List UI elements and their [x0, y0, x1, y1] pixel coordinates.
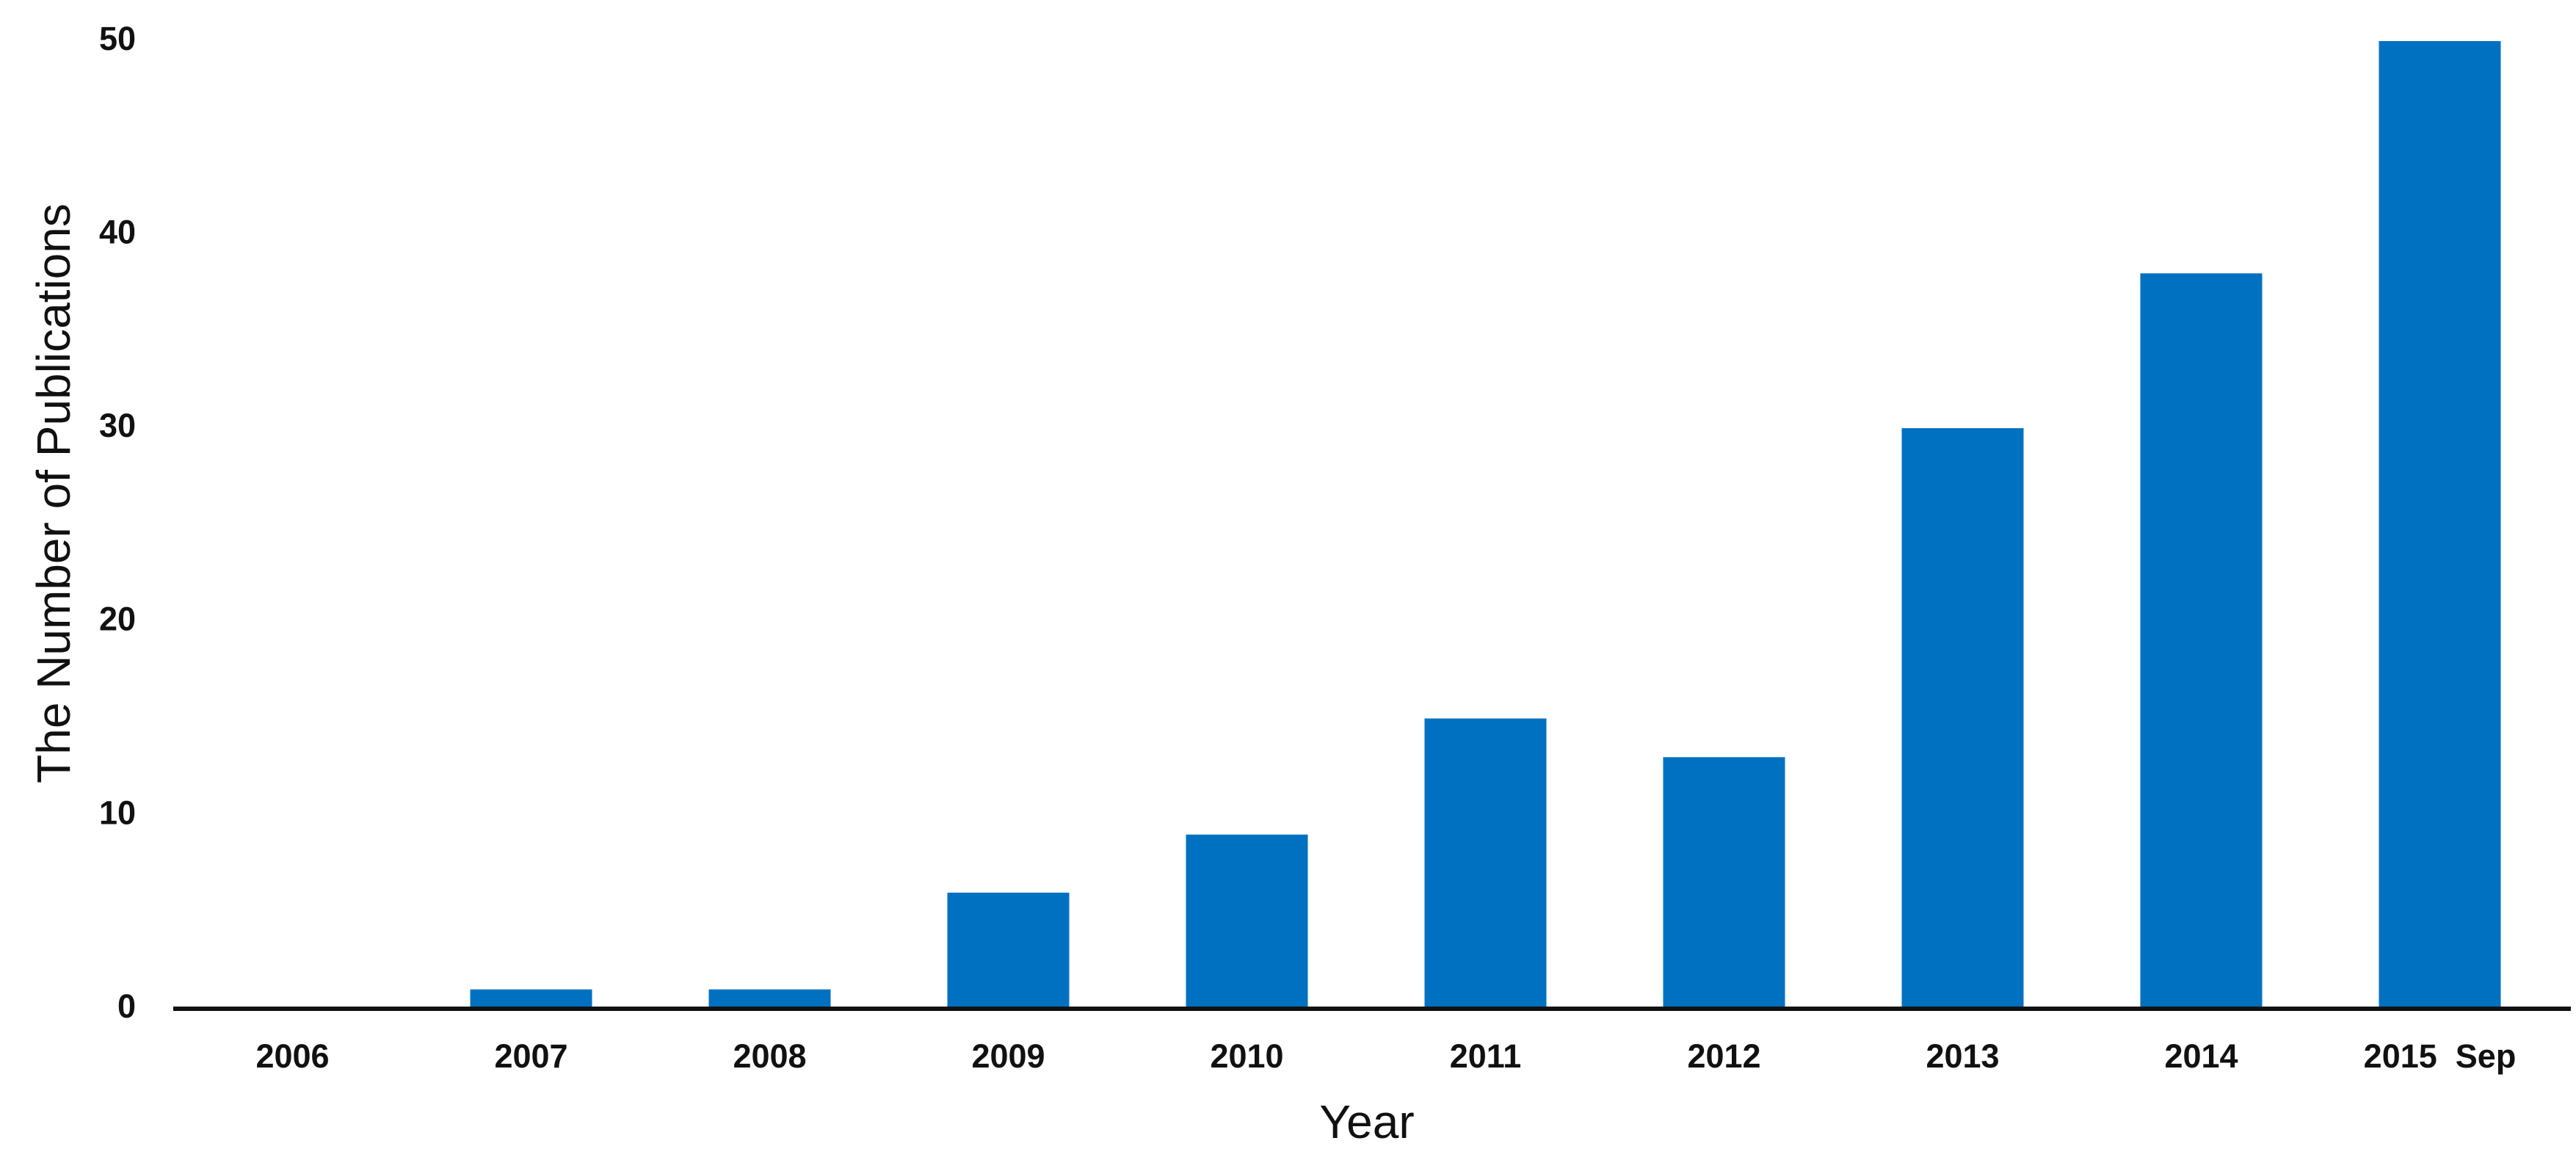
y-tick-label: 10: [99, 794, 136, 831]
bar: [2379, 41, 2501, 1009]
bar: [1901, 428, 2024, 1009]
x-tick-label: 2007: [494, 1037, 567, 1075]
y-tick-label: 30: [99, 407, 136, 444]
bar: [1663, 757, 1785, 1009]
y-tick-label: 50: [99, 20, 136, 57]
bar: [947, 892, 1070, 1009]
bar: [708, 989, 831, 1009]
bar: [470, 989, 592, 1009]
x-tick-label: 2010: [1210, 1037, 1283, 1075]
x-axis-title: Year: [1319, 1095, 1414, 1148]
x-tick-label: 2013: [1926, 1037, 1999, 1075]
x-tick-label: 2009: [971, 1037, 1045, 1075]
x-tick-label: 2014: [2164, 1037, 2238, 1075]
y-tick-label: 20: [99, 601, 136, 638]
bar: [2140, 273, 2263, 1009]
y-tick-label: 40: [99, 213, 136, 250]
x-tick-label: 2011: [1450, 1037, 1522, 1075]
bar: [1186, 834, 1308, 1009]
x-tick-label: 2012: [1687, 1037, 1760, 1075]
y-axis-title: The Number of Publications: [27, 203, 80, 783]
x-tick-label: 2015 Sep: [2364, 1037, 2517, 1075]
bar: [1424, 718, 1547, 1009]
x-tick-label: 2008: [733, 1037, 806, 1075]
y-tick-label: 0: [117, 987, 136, 1025]
x-tick-label: 2006: [255, 1037, 329, 1075]
